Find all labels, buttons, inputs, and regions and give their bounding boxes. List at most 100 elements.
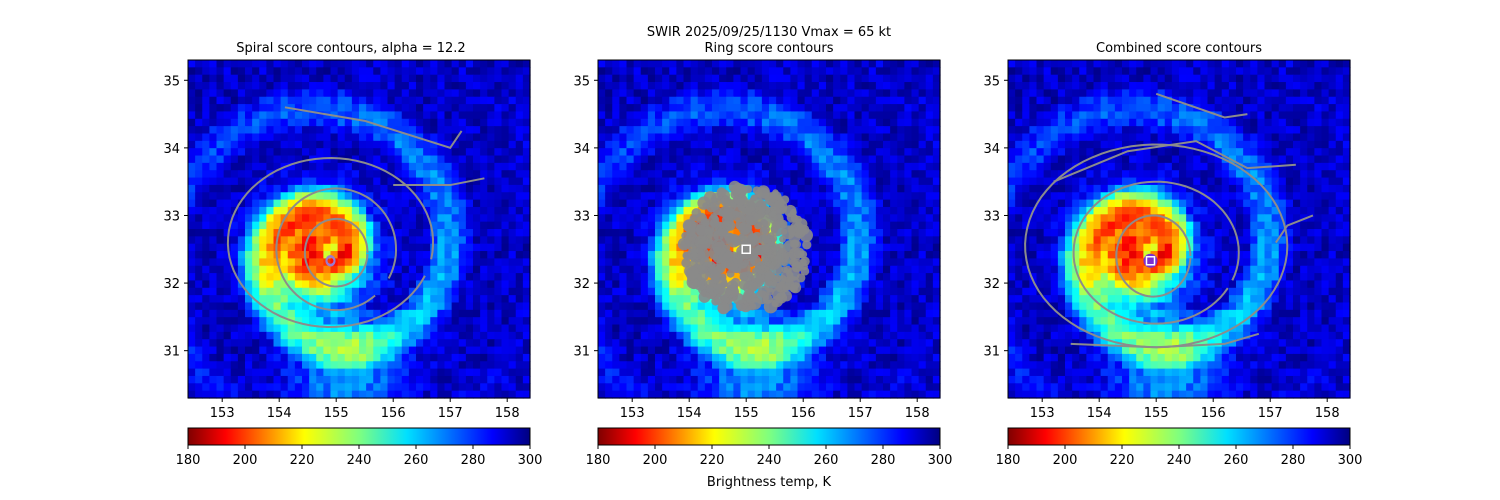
heatmap-cell — [712, 368, 720, 377]
heatmap-cell — [366, 192, 374, 201]
heatmap-cell — [840, 361, 848, 370]
heatmap-cell — [501, 317, 510, 326]
heatmap-cell — [662, 317, 670, 326]
heatmap-cell — [508, 111, 517, 120]
heatmap-cell — [733, 331, 742, 340]
heatmap-cell — [769, 317, 777, 326]
heatmap-cell — [223, 148, 232, 157]
heatmap-cell — [897, 375, 905, 384]
heatmap-cell — [647, 148, 656, 157]
heatmap-cell — [669, 302, 677, 311]
heatmap-cell — [522, 118, 531, 127]
ring-score-blob — [780, 195, 790, 204]
heatmap-cell — [223, 339, 232, 348]
heatmap-cell — [840, 251, 848, 259]
heatmap-cell — [747, 96, 756, 105]
figure-suptitle: SWIR 2025/09/25/1130 Vmax = 65 kt — [647, 25, 891, 40]
heatmap-cell — [294, 67, 303, 76]
heatmap-cell — [245, 317, 253, 326]
heatmap-cell — [202, 162, 210, 171]
heatmap-cell — [676, 390, 685, 399]
heatmap-cell — [818, 221, 827, 230]
heatmap-cell — [811, 331, 820, 340]
heatmap-cell — [373, 302, 381, 311]
heatmap-cell — [904, 287, 913, 296]
heatmap-cell — [473, 258, 481, 267]
heatmap-cell — [480, 60, 488, 68]
heatmap-cell — [223, 346, 232, 355]
heatmap-cell — [897, 346, 905, 355]
heatmap-cell — [932, 273, 941, 282]
heatmap-cell — [612, 251, 620, 259]
heatmap-cell — [473, 206, 481, 215]
heatmap-cell — [883, 353, 891, 362]
heatmap-cell — [195, 236, 203, 245]
heatmap-cell — [633, 265, 642, 274]
heatmap-cell — [619, 155, 628, 164]
heatmap-cell — [890, 104, 898, 113]
heatmap-cell — [366, 126, 374, 135]
heatmap-cell — [740, 82, 749, 90]
heatmap-cell — [287, 96, 296, 105]
heatmap-cell — [188, 221, 196, 230]
heatmap-cell — [487, 214, 495, 223]
heatmap-cell — [647, 280, 656, 289]
heatmap-cell — [237, 162, 246, 171]
heatmap-cell — [783, 162, 791, 171]
heatmap-cell — [195, 317, 203, 326]
heatmap-cell — [904, 74, 913, 83]
heatmap-cell — [202, 118, 210, 127]
heatmap-cell — [473, 133, 481, 142]
heatmap-cell — [430, 89, 438, 98]
heatmap-cell — [195, 177, 203, 186]
heatmap-cell — [394, 258, 403, 267]
heatmap-cell — [704, 353, 713, 362]
heatmap-cell — [230, 273, 239, 282]
heatmap-cell — [804, 221, 813, 230]
heatmap-cell — [216, 192, 225, 201]
heatmap-cell — [726, 375, 734, 384]
heatmap-cell — [612, 390, 620, 399]
heatmap-cell — [230, 214, 239, 223]
heatmap-cell — [925, 206, 934, 215]
heatmap-cell — [465, 295, 474, 304]
heatmap-cell — [230, 229, 239, 237]
heatmap-cell — [366, 324, 374, 333]
heatmap-cell — [230, 74, 239, 83]
heatmap-cell — [337, 221, 346, 230]
heatmap-cell — [626, 60, 635, 68]
heatmap-cell — [662, 236, 670, 245]
heatmap-cell — [408, 390, 417, 399]
heatmap-cell — [655, 287, 663, 296]
heatmap-cell — [473, 390, 481, 399]
heatmap-cell — [598, 111, 606, 120]
heatmap-cell — [437, 317, 446, 326]
heatmap-cell — [501, 243, 510, 252]
heatmap-cell — [416, 177, 424, 186]
heatmap-cell — [804, 140, 813, 149]
heatmap-cell — [237, 155, 246, 164]
ring-score-blob — [740, 273, 748, 281]
heatmap-cell — [647, 170, 656, 179]
heatmap-cell — [309, 82, 317, 90]
heatmap-cell — [875, 74, 884, 83]
heatmap-cell — [875, 104, 884, 113]
heatmap-cell — [769, 383, 777, 392]
heatmap-cell — [294, 273, 303, 282]
heatmap-cell — [508, 251, 517, 259]
heatmap-cell — [875, 155, 884, 164]
heatmap-cell — [826, 74, 834, 83]
heatmap-cell — [273, 170, 282, 179]
heatmap-cell — [776, 390, 784, 399]
heatmap-cell — [932, 111, 941, 120]
heatmap-cell — [359, 67, 367, 76]
heatmap-cell — [747, 126, 756, 135]
heatmap-cell — [252, 346, 260, 355]
heatmap-cell — [416, 331, 424, 340]
heatmap-cell — [769, 361, 777, 370]
heatmap-cell — [209, 133, 218, 142]
heatmap-cell — [458, 74, 467, 83]
heatmap-cell — [883, 251, 891, 259]
heatmap-cell — [401, 251, 410, 259]
heatmap-cell — [662, 118, 670, 127]
